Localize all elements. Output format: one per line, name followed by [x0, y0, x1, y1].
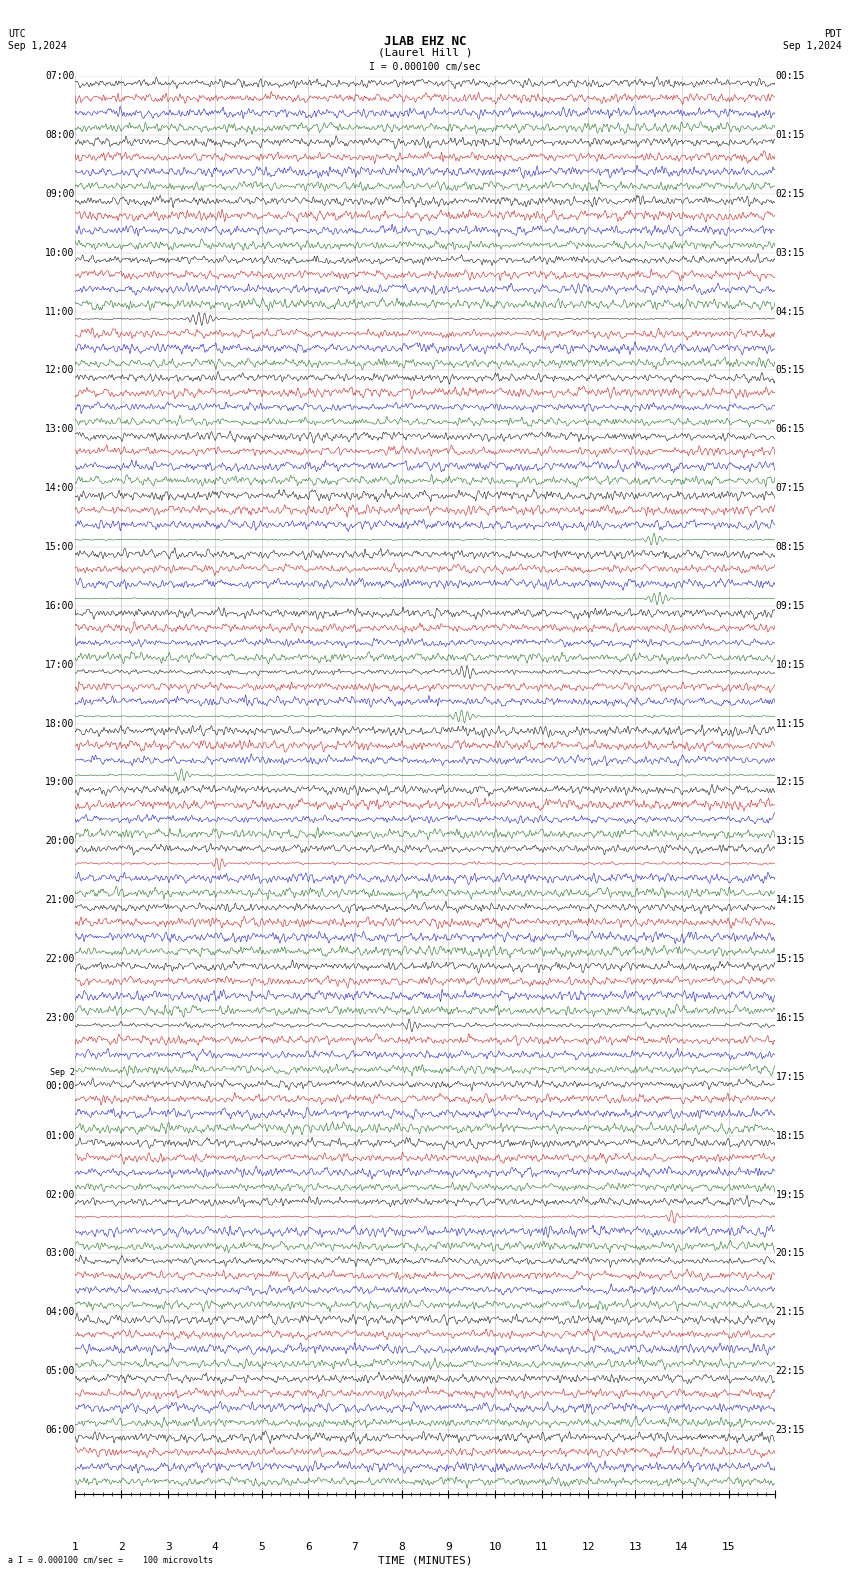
Text: 00:00: 00:00	[45, 1080, 75, 1091]
Text: 18:15: 18:15	[775, 1131, 805, 1140]
Text: 01:15: 01:15	[775, 130, 805, 139]
Text: 15:15: 15:15	[775, 954, 805, 965]
Text: 14:00: 14:00	[45, 483, 75, 493]
Text: 11:15: 11:15	[775, 719, 805, 729]
Text: 20:15: 20:15	[775, 1248, 805, 1258]
Text: 11:00: 11:00	[45, 307, 75, 317]
Text: 08:15: 08:15	[775, 542, 805, 551]
Text: UTC: UTC	[8, 29, 26, 38]
Text: 01:00: 01:00	[45, 1131, 75, 1140]
Text: 16:15: 16:15	[775, 1014, 805, 1023]
Text: 18:00: 18:00	[45, 719, 75, 729]
Text: 17:00: 17:00	[45, 661, 75, 670]
Text: 09:00: 09:00	[45, 188, 75, 198]
Text: JLAB EHZ NC: JLAB EHZ NC	[383, 35, 467, 48]
Text: 07:00: 07:00	[45, 71, 75, 81]
Text: 00:15: 00:15	[775, 71, 805, 81]
Text: 06:00: 06:00	[45, 1426, 75, 1435]
Text: Sep 2: Sep 2	[49, 1068, 75, 1077]
Text: 21:00: 21:00	[45, 895, 75, 904]
Text: 13:00: 13:00	[45, 425, 75, 434]
Text: a I = 0.000100 cm/sec =    100 microvolts: a I = 0.000100 cm/sec = 100 microvolts	[8, 1555, 213, 1565]
Text: 03:15: 03:15	[775, 247, 805, 258]
Text: 08:00: 08:00	[45, 130, 75, 139]
Text: Sep 1,2024: Sep 1,2024	[8, 41, 67, 51]
Text: 10:00: 10:00	[45, 247, 75, 258]
Text: 16:00: 16:00	[45, 600, 75, 611]
Text: 21:15: 21:15	[775, 1307, 805, 1318]
Text: 22:15: 22:15	[775, 1367, 805, 1376]
Text: 14:15: 14:15	[775, 895, 805, 904]
Text: 17:15: 17:15	[775, 1072, 805, 1082]
Text: 20:00: 20:00	[45, 836, 75, 846]
Text: Sep 1,2024: Sep 1,2024	[783, 41, 842, 51]
Text: 04:15: 04:15	[775, 307, 805, 317]
Text: 22:00: 22:00	[45, 954, 75, 965]
Text: 03:00: 03:00	[45, 1248, 75, 1258]
Text: I = 0.000100 cm/sec: I = 0.000100 cm/sec	[369, 62, 481, 71]
Text: 05:15: 05:15	[775, 366, 805, 375]
Text: 02:15: 02:15	[775, 188, 805, 198]
Text: 02:00: 02:00	[45, 1190, 75, 1199]
Text: 13:15: 13:15	[775, 836, 805, 846]
Text: 19:00: 19:00	[45, 778, 75, 787]
Text: 12:00: 12:00	[45, 366, 75, 375]
Text: 23:00: 23:00	[45, 1014, 75, 1023]
Text: 09:15: 09:15	[775, 600, 805, 611]
Text: 06:15: 06:15	[775, 425, 805, 434]
Text: 19:15: 19:15	[775, 1190, 805, 1199]
Text: 12:15: 12:15	[775, 778, 805, 787]
Text: 05:00: 05:00	[45, 1367, 75, 1376]
X-axis label: TIME (MINUTES): TIME (MINUTES)	[377, 1555, 473, 1565]
Text: 07:15: 07:15	[775, 483, 805, 493]
Text: 15:00: 15:00	[45, 542, 75, 551]
Text: 04:00: 04:00	[45, 1307, 75, 1318]
Text: (Laurel Hill ): (Laurel Hill )	[377, 48, 473, 57]
Text: 10:15: 10:15	[775, 661, 805, 670]
Text: PDT: PDT	[824, 29, 842, 38]
Text: 23:15: 23:15	[775, 1426, 805, 1435]
